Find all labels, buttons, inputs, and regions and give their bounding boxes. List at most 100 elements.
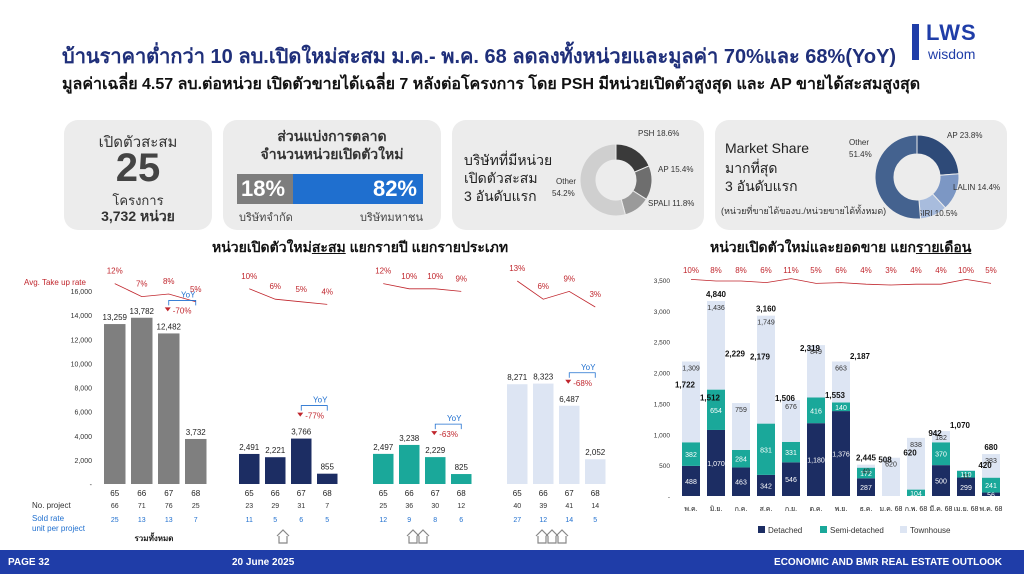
kpi-units-text: 3,732 หน่วย <box>101 208 175 224</box>
monthly-takeup-line <box>690 278 992 286</box>
stack-Detached-11 <box>957 477 975 496</box>
left-title-part-c: แยกรายปี แยกรายประเภท <box>345 239 509 255</box>
left-title-part-a: หน่วยเปิดตัวใหม่ <box>212 239 312 255</box>
sold-rate: 12 <box>379 517 387 524</box>
row-label-sold: Sold rate <box>32 514 65 523</box>
top3-share-line3: 3 อันดับแรก <box>725 178 798 194</box>
bar-รวมทั้งหมด-67 <box>158 333 180 484</box>
month-takeup: 8% <box>735 266 747 275</box>
townhouse-icon <box>535 529 569 544</box>
bar-label: 3,238 <box>399 434 420 443</box>
project-count: 30 <box>431 503 439 510</box>
yoy-arrow-icon <box>565 379 572 384</box>
project-count: 14 <box>591 503 599 510</box>
takeup-value: 12% <box>375 267 391 276</box>
takeup-value: 7% <box>136 280 148 289</box>
takeup-value: 9% <box>563 274 575 283</box>
month-tick: เม.ย. 68 <box>954 506 979 513</box>
yoy-value: -70% <box>173 306 192 315</box>
month-takeup: 10% <box>683 266 699 275</box>
stack-label: 140 <box>835 405 847 412</box>
stack-Semi-detached-11 <box>957 470 975 478</box>
month-tick: ม.ค. 68 <box>880 506 903 513</box>
bar-label: 13,782 <box>130 307 155 316</box>
share-donut-label-0: AP 23.8% <box>947 131 982 140</box>
left-ytick: 4,000 <box>74 434 92 441</box>
project-count: 29 <box>271 503 279 510</box>
takeup-value: 10% <box>401 272 417 281</box>
stack-Townhouse-11 <box>957 470 975 471</box>
stack-Detached-7 <box>857 478 875 496</box>
project-count: 39 <box>539 503 547 510</box>
bar-label: 2,497 <box>373 443 394 452</box>
stack-label: 849 <box>810 349 822 356</box>
takeup-value: 6% <box>269 282 281 291</box>
market-share-title: ส่วนแบ่งการตลาด <box>277 128 387 144</box>
left-ytick: 14,000 <box>71 313 93 320</box>
project-count: 66 <box>111 503 119 510</box>
stack-Townhouse-1 <box>707 300 725 390</box>
sales-label: 2,229 <box>725 349 746 358</box>
left-ytick: 12,000 <box>71 337 93 344</box>
x-tick: 68 <box>191 489 200 498</box>
month-tick: ต.ค. <box>809 506 822 513</box>
bar-label: 825 <box>455 463 469 472</box>
stack-Semi-detached-3 <box>757 423 775 475</box>
stack-label: 49 <box>862 469 870 476</box>
share-donut-chart: AP 23.8% LALIN 14.4% SIRI 10.5% Other 51.4% <box>849 131 1000 220</box>
bar-semi-66 <box>399 444 420 484</box>
project-count: 23 <box>245 503 253 510</box>
stack-label: 663 <box>835 366 847 373</box>
stack-Townhouse-6 <box>832 361 850 403</box>
yoy-bracket <box>300 405 328 411</box>
bar-label: 855 <box>321 463 335 472</box>
market-share-subtitle: จำนวนหน่วยเปิดตัวใหม่ <box>260 146 404 162</box>
stack-label: 241 <box>985 483 997 490</box>
top3-launch-line3: 3 อันดับแรก <box>464 188 537 204</box>
x-tick: 65 <box>513 489 522 498</box>
stack-Semi-detached-10 <box>932 442 950 466</box>
x-tick: 66 <box>137 489 146 498</box>
month-tick: ธ.ค. <box>860 506 873 513</box>
legend-label-1: Semi-detached <box>830 526 884 535</box>
left-section-title: หน่วยเปิดตัวใหม่สะสม แยกรายปี แยกรายประเ… <box>212 237 508 259</box>
legend-label-0: Detached <box>768 526 802 535</box>
share-left-caption: บริษัทจำกัด <box>239 212 293 224</box>
right-ytick: 2,500 <box>654 340 671 347</box>
month-takeup: 8% <box>710 266 722 275</box>
stack-Semi-detached-9 <box>907 489 925 496</box>
top3-share-line2: มากที่สุด <box>725 160 778 176</box>
total-label: 680 <box>984 443 998 452</box>
sales-label: 1,553 <box>825 391 846 400</box>
stack-Townhouse-2 <box>732 403 750 450</box>
top3-launch-line1: บริษัทที่มีหน่วย <box>464 152 553 168</box>
x-tick: 67 <box>565 489 574 498</box>
footer-date: 20 June 2025 <box>232 557 295 568</box>
bar-semi-67 <box>425 457 446 484</box>
page-title: บ้านราคาต่ำกว่า 10 ลบ.เปิดใหม่สะสม ม.ค.-… <box>62 46 897 68</box>
x-tick: 65 <box>245 489 254 498</box>
project-count: 40 <box>513 503 521 510</box>
bar-label: 3,732 <box>186 428 207 437</box>
total-label: 3,160 <box>756 305 777 314</box>
stack-label: 676 <box>785 404 797 411</box>
stack-label: 546 <box>785 477 797 484</box>
legend-swatch-2 <box>900 526 907 533</box>
stack-Townhouse-10 <box>932 431 950 443</box>
legend-label-2: Townhouse <box>910 526 951 535</box>
stack-Semi-detached-0 <box>682 442 700 466</box>
stack-Detached-2 <box>732 467 750 496</box>
stack-Detached-3 <box>757 474 775 496</box>
sold-rate: 5 <box>593 517 597 524</box>
takeup-value: 3% <box>589 290 601 299</box>
project-count: 7 <box>325 503 329 510</box>
stack-label: 1,749 <box>757 320 775 327</box>
bar-label: 8,323 <box>533 373 554 382</box>
month-takeup: 4% <box>935 266 947 275</box>
takeup-value: 9% <box>455 274 467 283</box>
monthly-stacked-chart: 3,500 3,000 2,500 2,000 1,500 1,000 500 - 488 382… <box>654 266 1003 535</box>
yoy-label: YoY <box>313 396 328 405</box>
footer-page: PAGE 32 <box>8 557 50 568</box>
takeup-value: 5% <box>190 285 202 294</box>
sales-label: 942 <box>928 429 942 438</box>
